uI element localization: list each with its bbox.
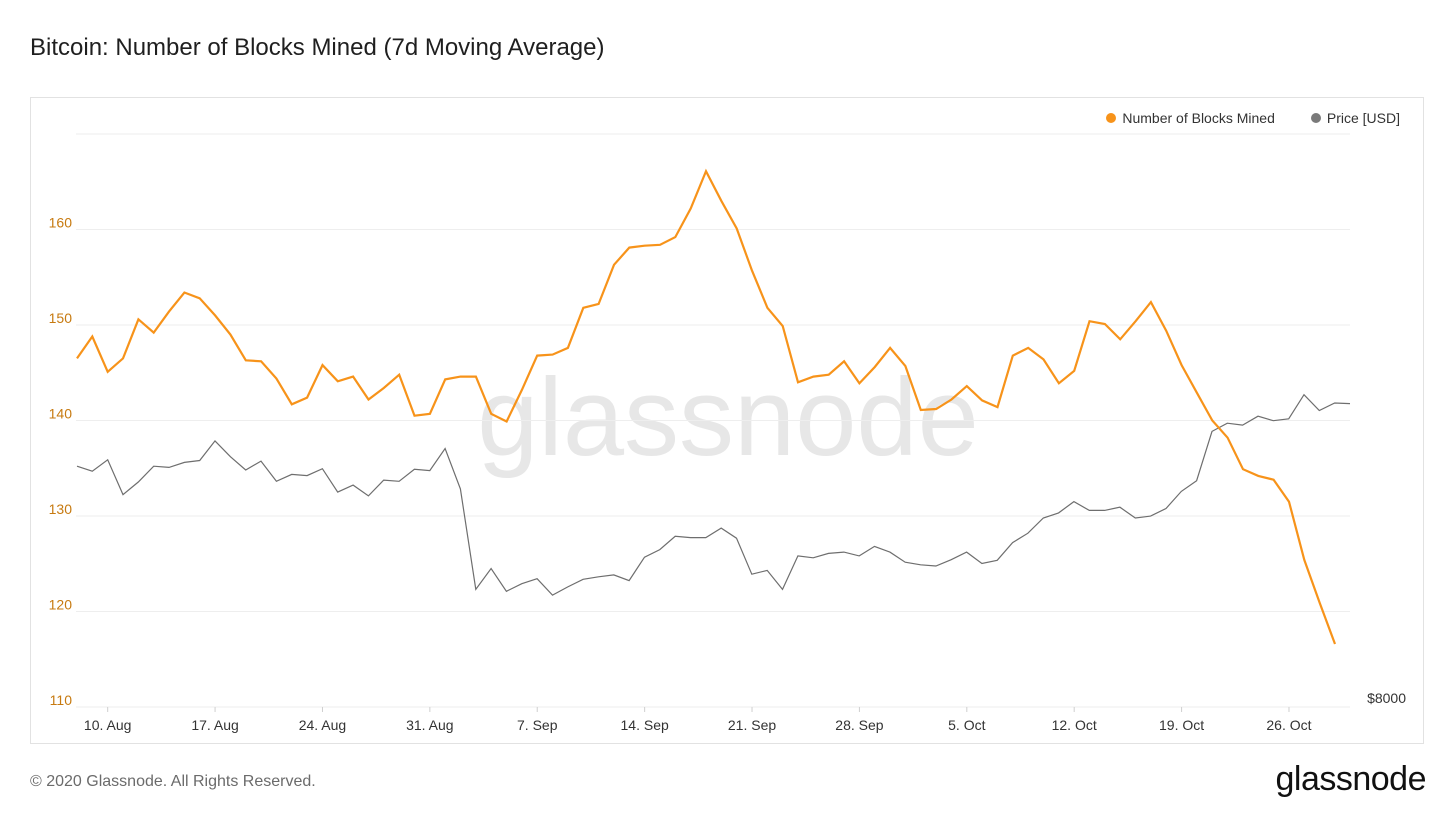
legend-item-price[interactable]: Price [USD] xyxy=(1310,110,1400,126)
y-tick-label: 140 xyxy=(49,406,73,422)
grid-lines xyxy=(76,133,1350,708)
x-tick-label: 19. Oct xyxy=(1159,717,1204,733)
x-tick-label: 26. Oct xyxy=(1266,717,1311,733)
x-tick-label: 10. Aug xyxy=(84,717,132,733)
y-tick-label: 160 xyxy=(49,215,73,231)
legend-dot-icon xyxy=(1310,113,1321,123)
y-tick-label: 120 xyxy=(49,597,73,613)
watermark-text: glassnode xyxy=(477,356,979,479)
y-tick-label: 130 xyxy=(49,501,73,517)
x-tick-label: 21. Sep xyxy=(728,717,776,733)
x-tick-label: 17. Aug xyxy=(191,717,239,733)
glassnode-logo[interactable]: glassnode xyxy=(1275,760,1426,798)
x-tick-label: 28. Sep xyxy=(835,717,883,733)
legend-dot-icon xyxy=(1106,113,1117,123)
x-axis: 10. Aug 17. Aug 24. Aug 31. Aug 7. Sep 14. Se… xyxy=(84,707,1312,733)
x-tick-label: 5. Oct xyxy=(948,717,985,733)
x-tick-label: 12. Oct xyxy=(1052,717,1097,733)
x-tick-label: 7. Sep xyxy=(517,717,558,733)
footer-copyright: © 2020 Glassnode. All Rights Reserved. xyxy=(30,773,316,790)
chart-frame xyxy=(30,97,1424,744)
legend-item-blocks[interactable]: Number of Blocks Mined xyxy=(1106,110,1275,126)
y-axis-left: 110 120 130 140 150 160 xyxy=(49,215,73,709)
x-tick-label: 31. Aug xyxy=(406,717,454,733)
page-title: Bitcoin: Number of Blocks Mined (7d Movi… xyxy=(30,34,605,61)
series-line-blocks-mined xyxy=(76,168,1337,645)
y-tick-label: 150 xyxy=(49,310,73,326)
chart-legend: Number of Blocks Mined Price [USD] xyxy=(1106,110,1400,126)
x-tick-label: 24. Aug xyxy=(299,717,347,733)
legend-label: Price [USD] xyxy=(1326,110,1400,126)
series-line-price xyxy=(76,393,1351,596)
y-tick-label: 110 xyxy=(50,692,73,708)
y-right-tick-label: $8000 xyxy=(1367,690,1406,706)
x-tick-label: 14. Sep xyxy=(621,717,669,733)
y-axis-right: $8000 xyxy=(1367,690,1406,706)
legend-label: Number of Blocks Mined xyxy=(1122,110,1275,126)
